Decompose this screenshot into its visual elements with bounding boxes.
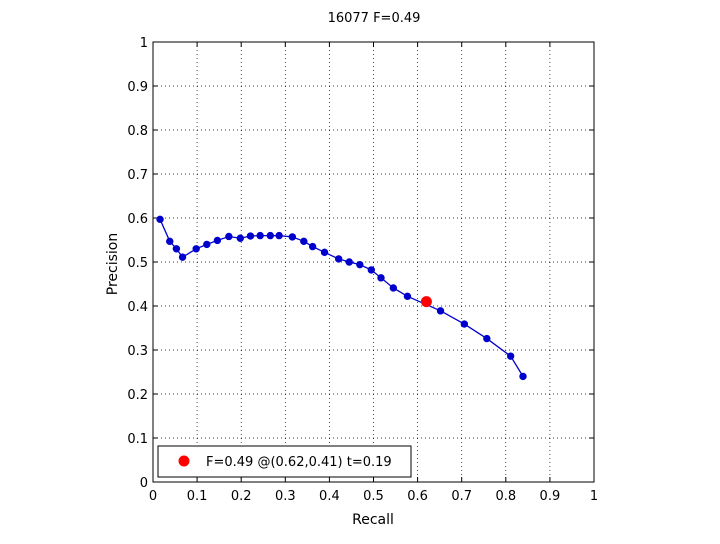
data-point [246,232,255,240]
y-tick-label: 0.6 [127,212,148,227]
data-point [403,292,412,301]
y-axis-label: Precision [105,233,121,295]
data-point [334,255,343,263]
x-tick-label: 0.5 [363,489,384,504]
legend-marker [178,455,190,467]
y-tick-labels: 0 0.1 0.2 0.3 0.4 0.5 0.6 0.7 0.8 0.9 1 [127,36,148,491]
data-point [436,307,445,315]
data-point [172,245,181,253]
data-point [483,334,491,343]
data-point [389,284,398,292]
data-point [356,260,364,269]
x-tick-label: 1 [590,489,598,504]
data-point [192,245,200,253]
legend: F=0.49 @(0.62,0.41) t=0.19 [157,445,412,478]
data-point [256,231,264,240]
chart-title: 16077 F=0.49 [328,11,421,26]
x-tick-label: 0.9 [540,489,561,504]
x-tick-label: 0 [149,489,157,504]
data-point [203,240,211,249]
highlight-point-layer [420,296,432,308]
data-point [308,242,317,251]
grid [153,42,594,482]
y-tick-label: 0.7 [127,168,148,183]
data-point [345,258,353,266]
data-point [460,320,469,328]
best-f-point [420,296,432,308]
x-tick-label: 0.2 [231,489,252,504]
y-tick-label: 0.4 [127,300,148,315]
data-point [213,236,222,245]
x-axis-label: Recall [352,512,394,528]
data-point [300,237,308,246]
plot-frame [152,41,595,483]
data-point [266,231,275,240]
data-point [156,215,164,224]
y-tick-label: 0.3 [127,344,148,359]
y-tick-label: 0.8 [127,124,148,139]
x-tick-label: 0.1 [187,489,208,504]
y-tick-label: 0 [140,476,148,491]
data-point [236,234,245,242]
data-point [519,372,527,381]
data-point [367,266,375,274]
y-tick-label: 0.1 [127,432,148,447]
legend-box [157,445,412,478]
x-tick-label: 0.3 [275,489,296,504]
data-point [320,248,329,257]
data-point [275,231,283,240]
y-tick-label: 0.9 [127,80,148,95]
x-tick-label: 0.7 [451,489,472,504]
data-point [178,253,187,261]
x-tick-label: 0.4 [319,489,340,504]
y-tick-label: 1 [140,36,148,51]
x-tick-label: 0.8 [495,489,516,504]
x-tick-labels: 0 0.1 0.2 0.3 0.4 0.5 0.6 0.7 0.8 0.9 1 [149,489,598,504]
data-point [377,274,385,282]
y-tick-label: 0.5 [127,256,148,271]
y-tick-label: 0.2 [127,388,148,403]
x-tick-label: 0.6 [407,489,428,504]
series-markers [156,215,527,381]
data-point [225,232,233,241]
data-point [288,233,297,241]
legend-entry: F=0.49 @(0.62,0.41) t=0.19 [206,455,392,470]
data-point [166,237,174,246]
data-point [506,352,515,360]
